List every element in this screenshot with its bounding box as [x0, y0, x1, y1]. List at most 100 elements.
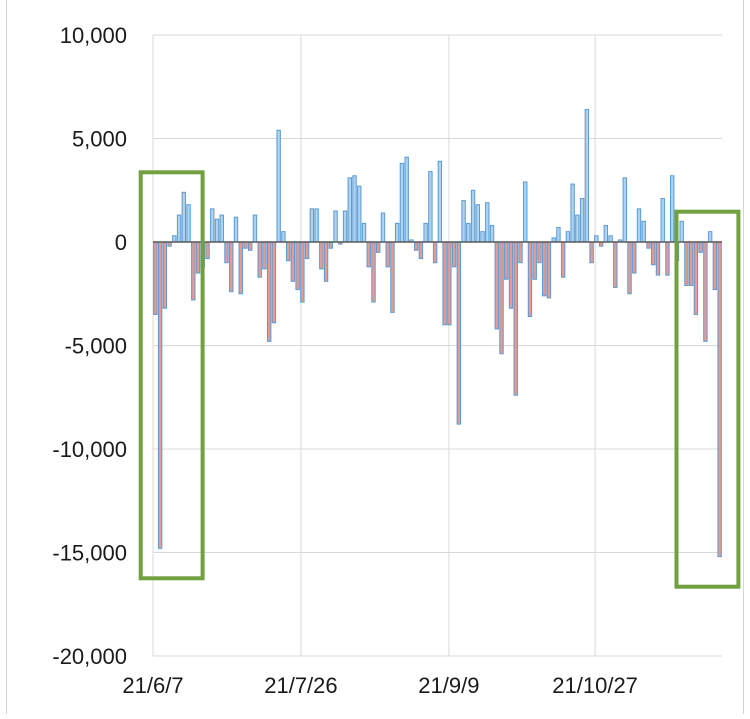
bar-negative [300, 241, 305, 303]
bar-negative [304, 241, 310, 260]
bar-positive [309, 208, 315, 243]
bar-positive [575, 214, 580, 243]
x-tick-label: 21/7/26 [264, 673, 337, 698]
bar-negative [499, 241, 504, 355]
bar-negative [632, 241, 637, 274]
bar-positive [670, 175, 675, 243]
bar-positive [437, 160, 443, 243]
bar-negative [418, 241, 424, 260]
bar-negative [627, 241, 632, 295]
bar-positive [361, 222, 367, 243]
bar-positive [210, 208, 215, 243]
bar-positive [342, 210, 348, 243]
bar-positive [357, 185, 362, 243]
bar-negative [285, 241, 291, 262]
bar-negative [323, 241, 329, 282]
bar-positive [679, 220, 684, 243]
x-axis-ticks: 21/6/7 21/7/26 21/9/9 21/10/27 [122, 673, 638, 698]
bar-positive [475, 204, 481, 243]
bar-negative [546, 241, 552, 299]
bar-positive [333, 210, 338, 243]
bar-positive [579, 198, 585, 243]
bar-negative [153, 241, 158, 315]
bar-negative [191, 241, 196, 301]
bar-positive [380, 212, 386, 243]
bar-positive [660, 198, 665, 243]
bar-negative [376, 241, 381, 253]
bar-positive [489, 224, 495, 243]
bar-negative [508, 241, 514, 309]
bar-negative [157, 241, 163, 549]
bar-negative [451, 241, 457, 268]
bar-negative [541, 241, 547, 297]
bar-positive [352, 175, 357, 243]
bar-negative [295, 241, 300, 291]
bar-negative [390, 241, 395, 313]
bar-negative [266, 241, 272, 342]
bar-negative [248, 241, 253, 251]
chart-border-left [6, 0, 7, 714]
bar-positive [556, 227, 561, 243]
bar-positive [622, 177, 628, 243]
bar-positive [641, 220, 646, 243]
x-tick-label: 21/10/27 [552, 673, 638, 698]
bar-positive [281, 231, 286, 243]
gridlines [152, 34, 722, 657]
bar-negative [195, 241, 201, 274]
bar-negative [447, 241, 452, 326]
bar-positive [219, 214, 224, 243]
bar-negative [537, 241, 542, 264]
bar-negative [243, 241, 248, 249]
bar-positive [636, 208, 642, 243]
bar-negative [532, 241, 537, 280]
bar-negative [693, 241, 699, 315]
bar-negative [162, 241, 168, 309]
y-axis-ticks: 10,000 5,000 0 -5,000 -10,000 -15,000 -20,000 [52, 23, 127, 669]
bar-negative [651, 241, 656, 266]
x-tick-label: 21/9/9 [418, 673, 479, 698]
highlight-box [138, 170, 205, 581]
bar-negative [290, 241, 296, 282]
y-tick-label: 5,000 [72, 127, 127, 152]
bar-positive [399, 162, 405, 243]
bar-negative [527, 241, 533, 318]
bar-negative [688, 241, 694, 286]
bar-negative [712, 241, 718, 291]
bar-negative [703, 241, 708, 342]
bar-positive [394, 222, 400, 243]
bar-negative [271, 241, 277, 324]
bar-negative [518, 241, 523, 264]
bar-positive [404, 156, 409, 243]
bar-positive [480, 231, 485, 243]
bar-positive [461, 200, 466, 243]
bar-negative [655, 241, 661, 276]
y-tick-label: -5,000 [65, 334, 127, 359]
y-tick-label: -20,000 [52, 644, 127, 669]
bar-positive [172, 235, 177, 243]
y-tick-label: -10,000 [52, 437, 127, 462]
bar-negative [205, 241, 210, 260]
bar-negative [560, 241, 566, 278]
bar-negative [665, 241, 670, 276]
bar-negative [413, 241, 419, 251]
bar-positive [523, 181, 528, 243]
bar-negative [646, 241, 651, 249]
bar-positive [584, 109, 590, 243]
bar-positive [608, 235, 613, 243]
bar-negative [385, 241, 390, 268]
bar-positive [485, 202, 490, 243]
bar-positive [603, 224, 609, 243]
bar-negative [456, 241, 462, 425]
bar-negative [504, 241, 509, 280]
bar-positive [181, 191, 187, 243]
bar-positive [314, 208, 319, 243]
bar-negative [432, 241, 438, 264]
bar-negative [684, 241, 689, 286]
bar-negative [366, 241, 371, 268]
bar-positive [233, 216, 239, 243]
y-tick-label: 0 [115, 230, 127, 255]
bar-positive [186, 204, 191, 243]
bar-negative [319, 241, 324, 270]
bar-negative [613, 241, 618, 289]
